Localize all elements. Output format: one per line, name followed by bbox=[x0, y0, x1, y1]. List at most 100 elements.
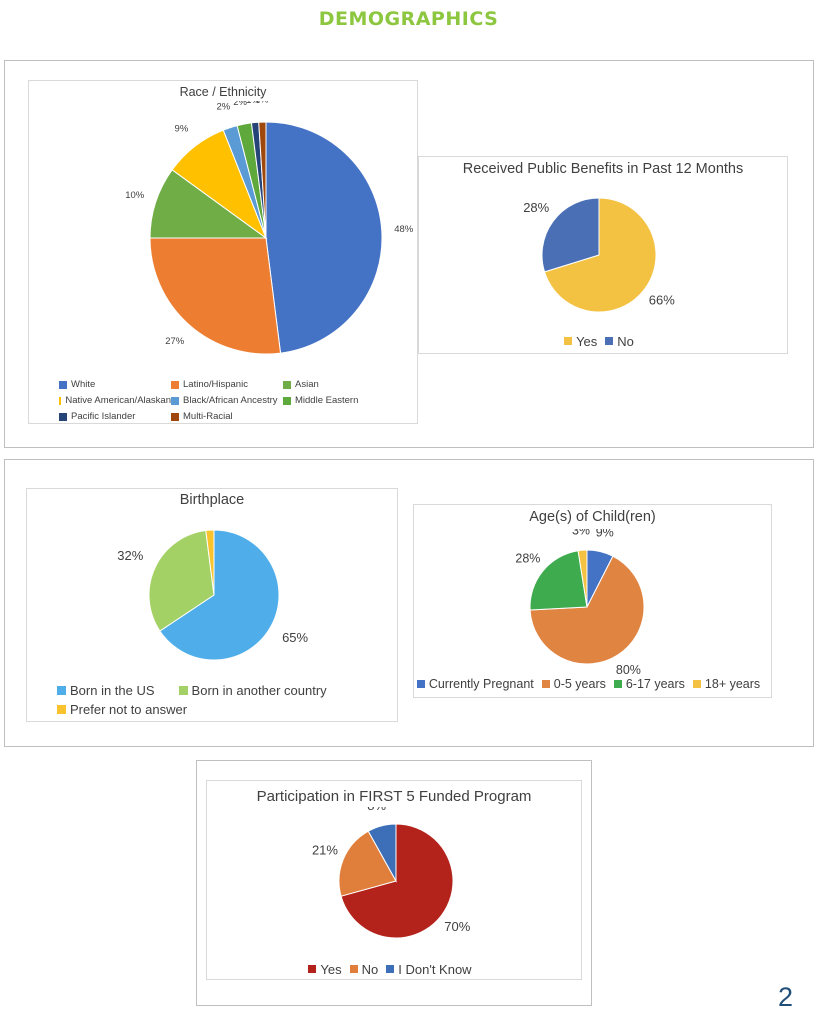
race-legend-swatch-4 bbox=[171, 397, 179, 405]
first5-legend-item-1: No bbox=[349, 961, 379, 977]
first5-legend-swatch-0 bbox=[308, 965, 317, 973]
race-legend-label-7: Multi-Racial bbox=[183, 411, 233, 422]
race-legend-label-1: Latino/Hispanic bbox=[183, 379, 248, 390]
birthplace-data-label-1: 32% bbox=[117, 548, 143, 563]
race-slice-7 bbox=[258, 121, 267, 239]
ages-slice-3 bbox=[577, 549, 588, 608]
benefits-legend-item-0: Yes bbox=[564, 334, 597, 349]
birthplace-pie: 65%32%2% bbox=[117, 529, 309, 661]
race-legend-swatch-2 bbox=[283, 381, 291, 389]
benefits-legend-item-1: No bbox=[605, 334, 634, 349]
birthplace-legend-label-1: Born in another country bbox=[191, 683, 327, 698]
first5-data-label-1: 21% bbox=[312, 843, 338, 858]
race-legend-label-5: Middle Eastern bbox=[295, 395, 359, 406]
first5-data-label-2: 8% bbox=[367, 807, 386, 813]
birthplace-legend: Born in the US Born in another country Pre… bbox=[57, 681, 397, 719]
birthplace-legend-swatch-0 bbox=[57, 686, 66, 695]
benefits-chart-title: Received Public Benefits in Past 12 Mont… bbox=[462, 161, 744, 177]
race-slice-1 bbox=[149, 237, 282, 355]
first5-pie: 70% 21% 8% bbox=[312, 807, 471, 939]
first5-legend-item-2: I Don't Know bbox=[386, 961, 472, 977]
first5-legend: Yes No I Don't Know bbox=[207, 961, 581, 977]
race-legend-item-2: Asian bbox=[283, 377, 395, 393]
race-legend-item-3: Native American/Alaskan bbox=[59, 393, 171, 409]
race-legend-item-5: Middle Eastern bbox=[283, 393, 395, 409]
ages-chart: Age(s) of Child(ren) 9% 80% 28% 3% Currentl… bbox=[413, 504, 772, 698]
benefits-data-label-0: 66% bbox=[649, 293, 675, 308]
benefits-pie: 66% 28% bbox=[523, 197, 675, 313]
birthplace-slice-1 bbox=[148, 529, 215, 632]
ages-data-label-3: 3% bbox=[572, 529, 590, 538]
ages-legend-item-1: 0-5 years bbox=[541, 677, 606, 691]
birthplace-legend-item-1: Born in another country bbox=[178, 681, 327, 700]
race-chart: Race / Ethnicity 48%27%10%9%2%2%1%1% Whi… bbox=[28, 80, 418, 424]
ages-slice-2 bbox=[529, 550, 588, 611]
ages-legend-swatch-3 bbox=[692, 680, 701, 688]
race-legend-label-3: Native American/Alaskan bbox=[65, 395, 171, 406]
race-legend-label-0: White bbox=[71, 379, 96, 390]
race-legend-label-2: Asian bbox=[295, 379, 319, 390]
ages-data-label-0: 9% bbox=[596, 529, 614, 539]
race-data-label-0: 48% bbox=[394, 224, 414, 235]
race-chart-title: Race / Ethnicity bbox=[179, 85, 267, 99]
first5-legend-label-0: Yes bbox=[320, 961, 342, 977]
race-legend-label-4: Black/African Ancestry bbox=[183, 395, 278, 406]
first5-data-label-0: 70% bbox=[444, 919, 470, 934]
benefits-legend-swatch-0 bbox=[564, 337, 573, 345]
race-legend: White Latino/Hispanic Asian Native American… bbox=[59, 377, 399, 425]
race-legend-swatch-6 bbox=[59, 413, 67, 421]
race-data-label-4: 2% bbox=[216, 101, 230, 112]
ages-chart-title: Age(s) of Child(ren) bbox=[529, 509, 656, 525]
benefits-chart: Received Public Benefits in Past 12 Mont… bbox=[418, 156, 788, 354]
first5-legend-swatch-1 bbox=[349, 965, 358, 973]
ages-legend-label-2: 6-17 years bbox=[625, 677, 685, 691]
race-legend-swatch-3 bbox=[59, 397, 62, 405]
race-legend-item-7: Multi-Racial bbox=[171, 409, 283, 425]
ages-legend-swatch-2 bbox=[613, 680, 622, 688]
birthplace-legend-item-2: Prefer not to answer bbox=[57, 700, 187, 719]
birthplace-legend-swatch-1 bbox=[178, 686, 188, 695]
ages-legend: Currently Pregnant 0-5 years 6-17 years 18+… bbox=[414, 677, 771, 691]
benefits-legend: Yes No bbox=[419, 333, 787, 349]
first5-legend-item-0: Yes bbox=[308, 961, 342, 977]
birthplace-slice-2 bbox=[205, 529, 215, 596]
birthplace-chart-title: Birthplace bbox=[179, 492, 245, 508]
birthplace-legend-item-0: Born in the US bbox=[57, 681, 155, 700]
benefits-legend-swatch-1 bbox=[605, 337, 614, 345]
race-legend-swatch-7 bbox=[171, 413, 179, 421]
benefits-slice-0 bbox=[543, 197, 657, 313]
first5-chart: Participation in FIRST 5 Funded Program … bbox=[206, 780, 582, 980]
first5-legend-swatch-2 bbox=[386, 965, 395, 973]
birthplace-legend-label-0: Born in the US bbox=[70, 683, 155, 698]
ages-legend-swatch-1 bbox=[541, 680, 550, 688]
benefits-slice-1 bbox=[541, 197, 600, 273]
race-legend-item-4: Black/African Ancestry bbox=[171, 393, 283, 409]
race-data-label-1: 27% bbox=[165, 336, 185, 347]
race-legend-label-6: Pacific Islander bbox=[71, 411, 136, 422]
benefits-legend-label-1: No bbox=[617, 333, 634, 349]
first5-legend-label-1: No bbox=[361, 961, 379, 977]
birthplace-legend-label-2: Prefer not to answer bbox=[70, 702, 188, 717]
ages-legend-item-2: 6-17 years bbox=[613, 677, 685, 691]
ages-legend-label-0: Currently Pregnant bbox=[428, 677, 534, 691]
ages-data-label-2: 28% bbox=[515, 551, 540, 565]
ages-legend-item-3: 18+ years bbox=[692, 677, 760, 691]
page-title: DEMOGRAPHICS bbox=[318, 8, 499, 30]
race-data-label-3: 9% bbox=[175, 123, 189, 134]
first5-chart-title: Participation in FIRST 5 Funded Program bbox=[256, 788, 532, 805]
benefits-legend-label-0: Yes bbox=[576, 333, 598, 349]
first5-legend-label-2: I Don't Know bbox=[398, 961, 472, 977]
race-legend-item-6: Pacific Islander bbox=[59, 409, 171, 425]
race-slice-0 bbox=[265, 121, 383, 354]
race-data-label-5: 2% bbox=[233, 101, 247, 108]
race-data-label-7: 1% bbox=[255, 101, 269, 106]
race-data-label-6: 1% bbox=[246, 101, 260, 106]
race-legend-swatch-5 bbox=[283, 397, 291, 405]
ages-legend-swatch-0 bbox=[416, 680, 425, 688]
ages-legend-label-1: 0-5 years bbox=[553, 677, 606, 691]
first5-slice-1 bbox=[338, 830, 397, 897]
first5-slice-2 bbox=[367, 823, 397, 883]
ages-data-label-1: 80% bbox=[616, 663, 641, 677]
ages-slice-1 bbox=[529, 555, 645, 665]
